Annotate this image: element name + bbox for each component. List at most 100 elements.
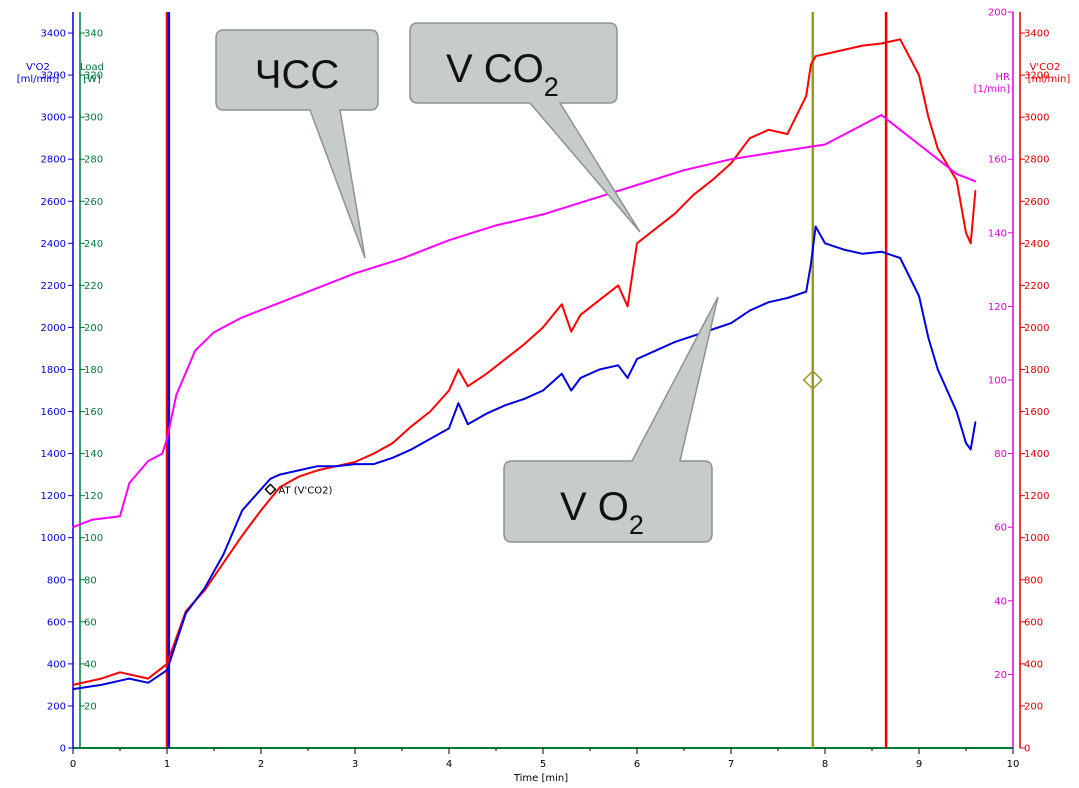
vco2-tick-label: 800	[1024, 575, 1043, 586]
series-point-vo2	[279, 473, 281, 476]
at-marker	[264, 483, 277, 496]
series-point-vco2	[880, 42, 883, 45]
series-line-vco2	[72, 38, 977, 686]
hr-tick-label: 20	[994, 670, 1007, 681]
series-point-hr	[194, 349, 196, 352]
series-point-vco2	[626, 305, 629, 308]
series-point-vo2	[542, 389, 544, 392]
series-point-hr	[241, 316, 243, 319]
vertical-lines	[165, 12, 888, 748]
series-point-hr	[91, 519, 93, 521]
series-point-hr	[918, 143, 920, 146]
series-point-hr	[542, 213, 544, 216]
peak-marker	[802, 369, 823, 391]
series-point-vco2	[467, 385, 469, 388]
series-point-vco2	[655, 227, 657, 230]
series-point-vco2	[222, 562, 225, 564]
series-point-vco2	[955, 179, 958, 182]
series-point-hr	[730, 158, 732, 160]
hr-tick-label: 100	[988, 376, 1007, 387]
series-point-vco2	[279, 486, 281, 489]
series-point-vco2	[119, 671, 121, 674]
series-point-hr	[937, 158, 939, 160]
hr-callout-bubble	[215, 29, 379, 259]
vco2-tick-label: 1400	[1024, 449, 1049, 460]
series-point-hr	[955, 173, 958, 175]
vo2-tick-label: 3400	[41, 29, 66, 40]
vco2-tick-label: 200	[1024, 701, 1043, 712]
load-tick-label: 200	[84, 323, 103, 334]
series-point-vco2	[843, 49, 845, 51]
series-point-vo2	[655, 349, 657, 352]
vo2-callout-text: V O	[560, 485, 629, 529]
series-group	[72, 38, 977, 691]
series-point-hr	[824, 143, 826, 146]
vco2-callout-sub: 2	[544, 72, 559, 102]
hr-callout-text: ЧСС	[255, 53, 339, 97]
series-point-vo2	[269, 478, 272, 480]
series-point-vo2	[861, 253, 864, 255]
series-point-vco2	[523, 343, 525, 346]
series-point-vo2	[467, 423, 469, 425]
series-point-hr	[401, 257, 403, 260]
series-point-vo2	[965, 442, 967, 444]
series-point-vco2	[673, 213, 676, 215]
vo2-tick-label: 400	[47, 659, 66, 670]
vco2-callout-bubble	[409, 22, 641, 233]
vo2-tick-label: 2600	[41, 197, 66, 208]
series-point-vo2	[260, 488, 262, 491]
vo2-callout-sub: 2	[629, 510, 644, 540]
series-point-vo2	[147, 682, 149, 684]
vco2-tick-label: 2200	[1024, 281, 1049, 292]
vco2-axis-unit: [ml/min]	[1028, 74, 1071, 85]
vo2-tick-label: 2400	[41, 239, 66, 250]
vo2-tick-label: 1400	[41, 449, 66, 460]
load-tick-label: 260	[84, 197, 103, 208]
series-point-vco2	[805, 95, 807, 97]
series-point-hr	[589, 198, 591, 201]
series-point-vco2	[749, 137, 751, 139]
series-point-hr	[307, 290, 309, 293]
series-point-hr	[175, 393, 178, 396]
load-tick-label: 140	[84, 449, 103, 460]
vco2-tick-label: 3200	[1024, 71, 1049, 82]
series-point-vo2	[354, 463, 356, 465]
series-point-vco2	[824, 53, 826, 55]
series-point-vo2	[561, 372, 563, 375]
series-point-vco2	[692, 194, 695, 196]
hr-tick-label: 80	[994, 449, 1007, 460]
series-point-vo2	[579, 377, 582, 379]
load-tick-label: 20	[84, 701, 97, 712]
vco2-tick-label: 0	[1024, 744, 1030, 755]
series-point-vco2	[457, 368, 460, 371]
vo2-callout-label: V O2	[560, 485, 644, 540]
load-tick-label: 180	[84, 365, 103, 376]
series-point-vo2	[767, 301, 770, 303]
series-point-hr	[636, 184, 638, 186]
series-point-vo2	[222, 553, 225, 556]
series-point-vco2	[730, 162, 732, 165]
load-tick-label: 340	[84, 29, 103, 40]
vco2-tick-label: 1000	[1024, 533, 1049, 544]
series-point-vco2	[448, 389, 450, 392]
series-point-hr	[974, 180, 977, 183]
load-tick-label: 320	[84, 71, 103, 82]
load-axis-unit: [W]	[83, 74, 101, 85]
series-point-vo2	[504, 404, 507, 407]
series-point-vo2	[711, 328, 713, 331]
series-point-vo2	[100, 684, 102, 686]
series-point-vo2	[429, 438, 432, 440]
series-point-vco2	[429, 410, 432, 413]
load-tick-label: 240	[84, 239, 103, 250]
vo2-callout-bubble	[503, 296, 719, 543]
vco2-tick-label: 2800	[1024, 155, 1049, 166]
series-point-vo2	[241, 509, 243, 512]
series-point-vco2	[373, 452, 375, 455]
series-point-vo2	[730, 322, 732, 325]
x-tick-label: 9	[916, 759, 922, 770]
hr-tick-label: 40	[994, 596, 1007, 607]
series-point-vco2	[810, 63, 812, 66]
series-point-vo2	[185, 612, 187, 615]
vco2-tick-label: 400	[1024, 659, 1043, 670]
vo2-axis-unit: [ml/min]	[17, 74, 60, 85]
